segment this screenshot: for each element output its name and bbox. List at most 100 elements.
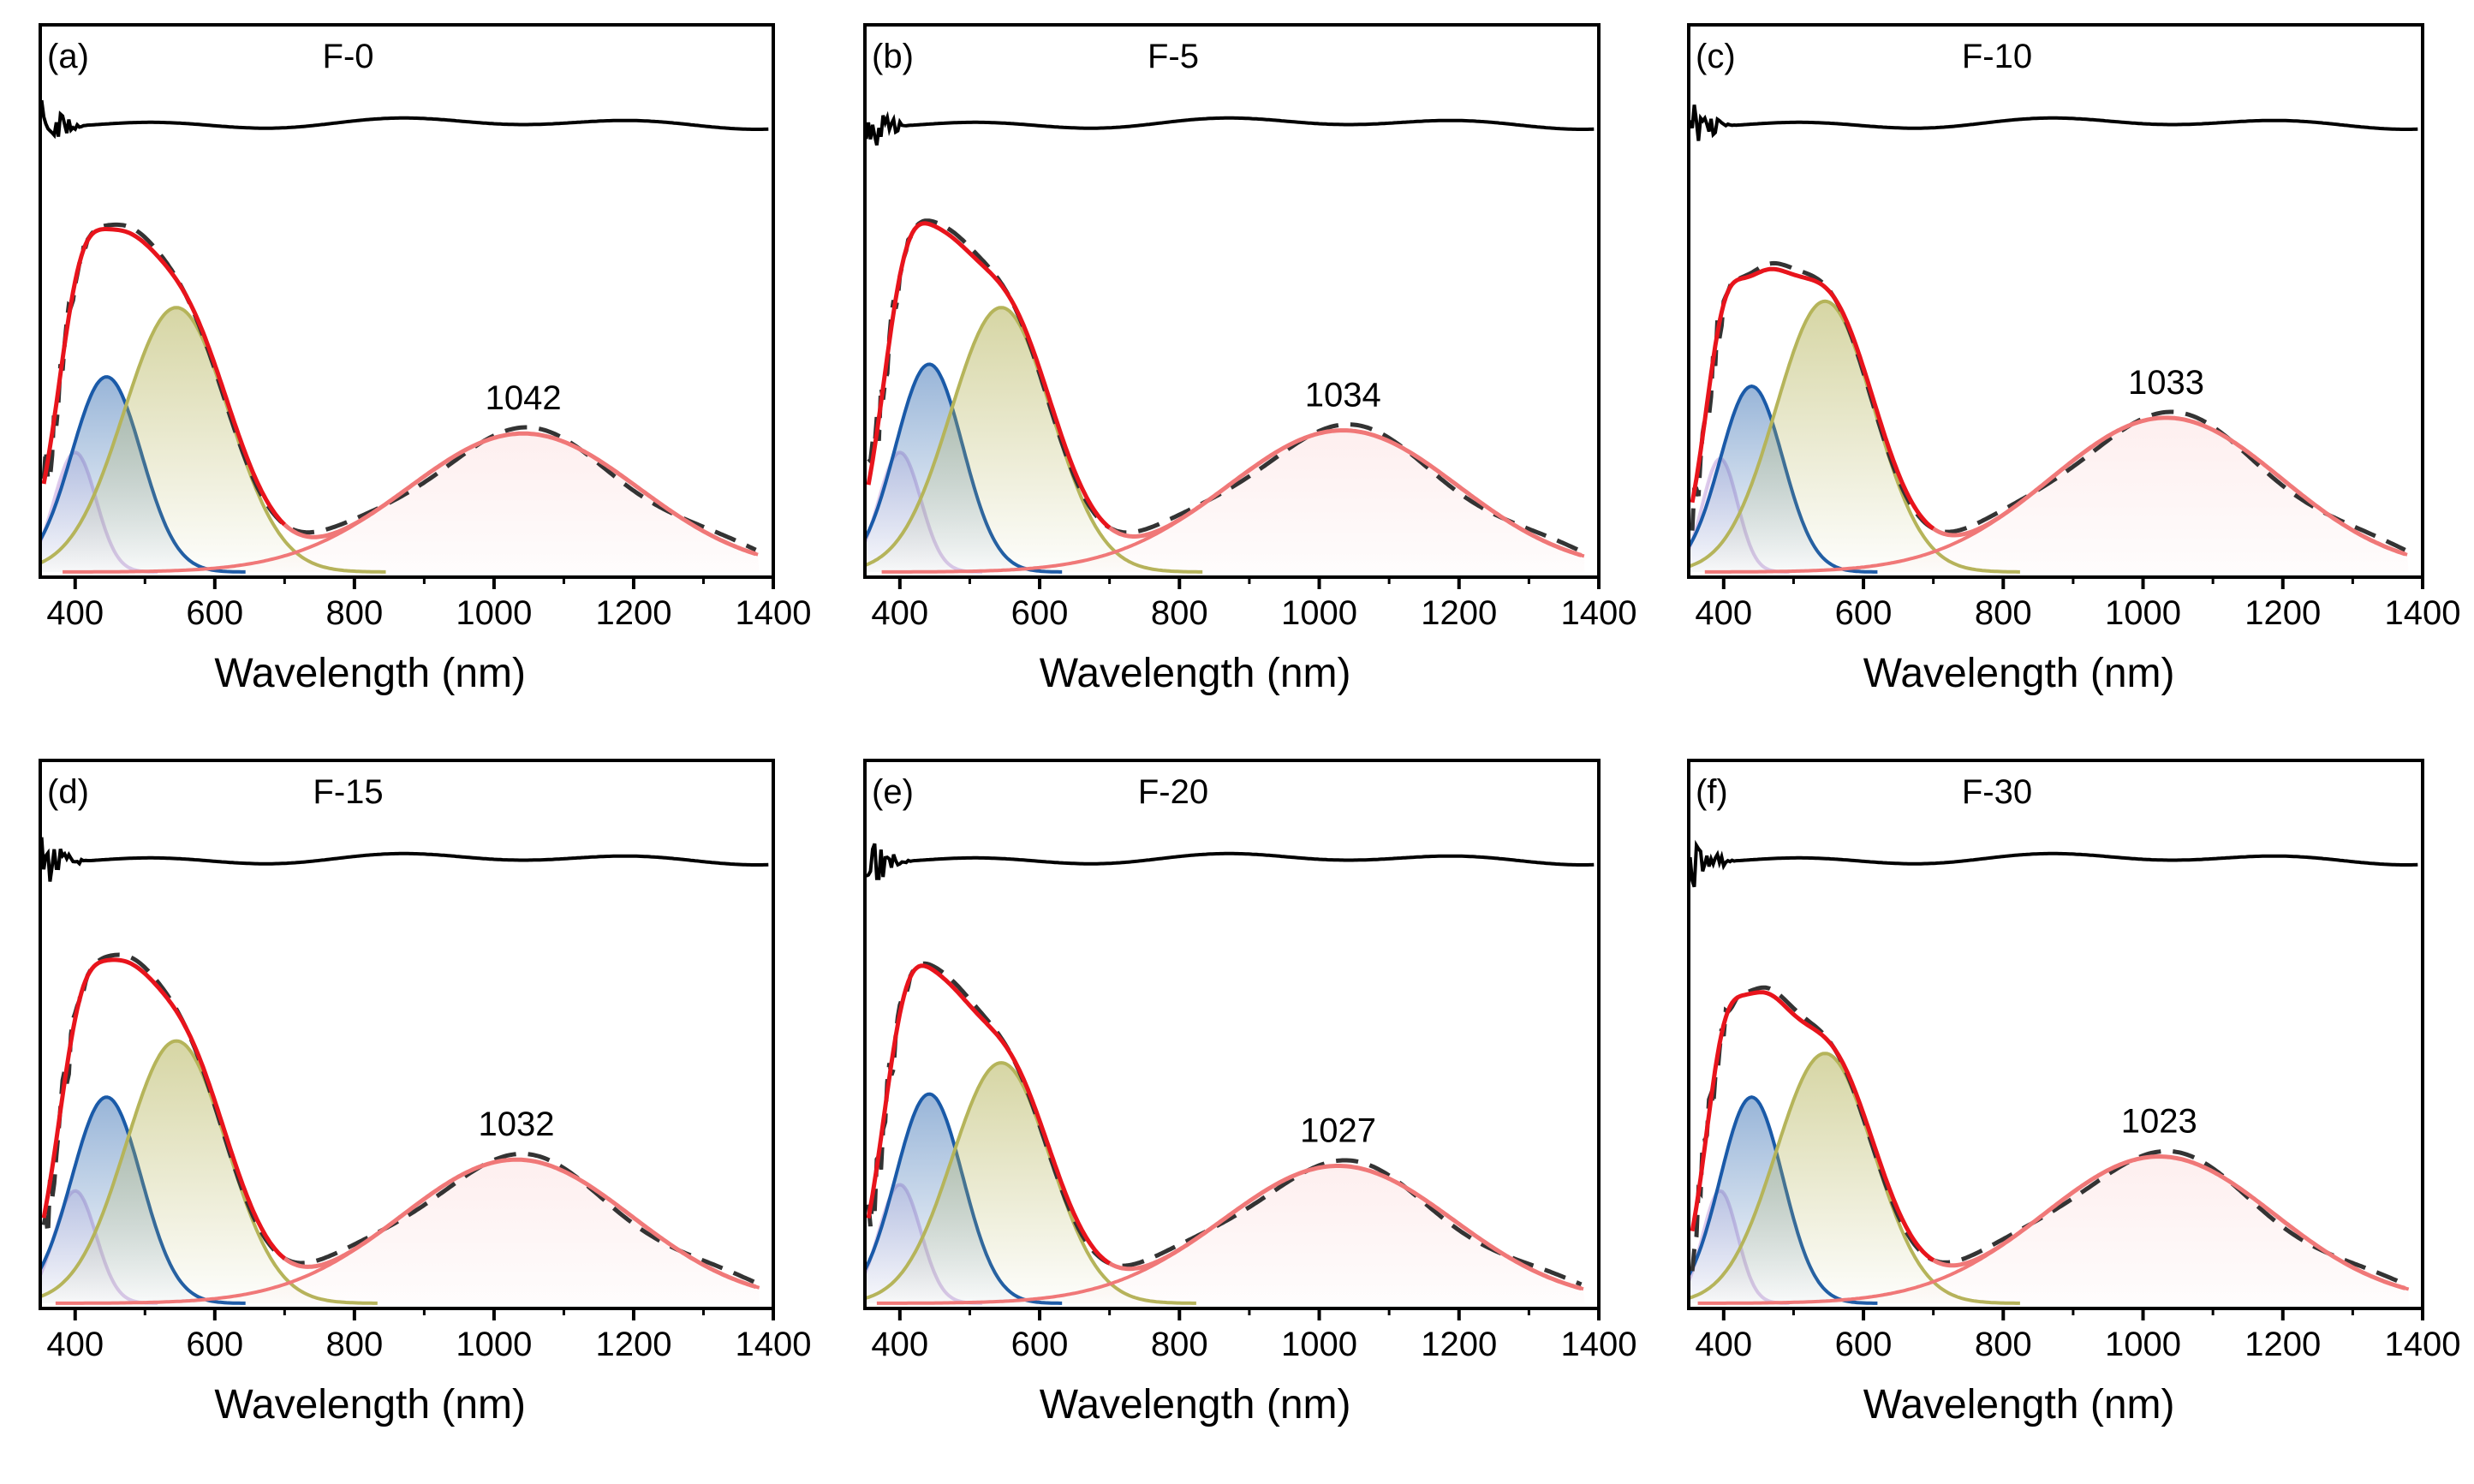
x-axis-title: Wavelength (nm) — [1863, 1382, 2175, 1427]
pink-peak-area — [876, 1165, 1585, 1303]
olive-peak-area — [1689, 1053, 2021, 1303]
fit-envelope-line — [866, 963, 1112, 1266]
fit-residual-line — [39, 837, 769, 882]
x-tick-label: 1000 — [2105, 594, 2181, 632]
panel-title: F-30 — [1962, 773, 2032, 811]
plot-frame — [39, 759, 775, 1310]
x-tick-label: 600 — [1011, 594, 1069, 632]
x-tick-label: 1400 — [1561, 1326, 1637, 1363]
panel-title: F-10 — [1962, 38, 2032, 75]
measured-data-dashed — [866, 961, 1583, 1287]
fit-envelope-line-long — [283, 1157, 757, 1290]
panel-title: F-20 — [1138, 773, 1208, 811]
x-axis-title: Wavelength (nm) — [214, 651, 526, 696]
fit-envelope-line — [1690, 266, 1935, 531]
fit-residual-line — [865, 843, 1595, 880]
plot-frame — [1687, 759, 2424, 1310]
x-tick-label: 1400 — [1561, 594, 1637, 632]
panel-title: F-0 — [323, 38, 374, 75]
pink-peak-area — [1704, 417, 2409, 572]
peak-center-label: 1042 — [486, 379, 562, 417]
panel-f-15: 400 600 800 1000 1200 1400 Wavelength (nm) (d) F… — [39, 759, 812, 1427]
plot-frame — [863, 759, 1601, 1310]
x-tick-label: 400 — [46, 594, 104, 632]
peak-center-label: 1027 — [1300, 1112, 1376, 1149]
x-tick-label: 1000 — [1281, 594, 1357, 632]
panel-f-10: 400 600 800 1000 1200 1400 Wavelength (nm) (c) F… — [1687, 23, 2461, 696]
measured-data-dashed — [1690, 260, 2406, 552]
fit-envelope-line-long — [1932, 1153, 2406, 1290]
x-tick-label: 1400 — [2385, 594, 2461, 632]
fit-envelope-line-long — [1108, 428, 1583, 557]
peak-center-label: 1023 — [2121, 1103, 2197, 1141]
panel-f-5: 400 600 800 1000 1200 1400 Wavelength (nm) (b) F… — [863, 23, 1637, 696]
x-tick-label: 800 — [325, 1326, 383, 1363]
x-tick-label: 1000 — [2105, 1326, 2181, 1363]
measured-data-dashed — [867, 218, 1583, 553]
panel-f-30: 400 600 800 1000 1200 1400 Wavelength (nm) (f) F… — [1687, 759, 2461, 1427]
x-tick-label: 1400 — [736, 1326, 812, 1363]
measured-data-dashed — [41, 222, 757, 552]
x-tick-label: 1200 — [595, 1326, 671, 1363]
olive-peak-area — [865, 1063, 1197, 1303]
fit-residual-line — [1688, 104, 2418, 141]
measured-data-dashed — [1690, 985, 2406, 1286]
olive-peak-area — [865, 307, 1203, 572]
panel-letter: (a) — [47, 38, 89, 75]
x-axis-title: Wavelength (nm) — [1863, 651, 2175, 696]
x-tick-label: 800 — [1975, 594, 2032, 632]
x-tick-label: 1000 — [456, 594, 532, 632]
fit-envelope-line — [1690, 990, 1935, 1262]
fit-residual-line — [1688, 839, 2418, 888]
panel-letter: (b) — [872, 38, 914, 75]
plot-frame — [1687, 23, 2424, 579]
x-tick-label: 1400 — [2385, 1326, 2461, 1363]
x-tick-label: 400 — [46, 1326, 104, 1363]
x-tick-label: 600 — [1835, 594, 1893, 632]
x-tick-label: 600 — [186, 594, 243, 632]
x-axis-title: Wavelength (nm) — [214, 1382, 526, 1427]
panel-letter: (c) — [1696, 38, 1736, 75]
x-tick-label: 800 — [1975, 1326, 2032, 1363]
pink-peak-area — [881, 430, 1585, 572]
x-tick-label: 1200 — [1421, 1326, 1497, 1363]
pink-peak-area — [1697, 1156, 2409, 1303]
peak-center-label: 1034 — [1305, 377, 1381, 414]
x-tick-label: 1200 — [2244, 594, 2321, 632]
fit-envelope-line — [41, 227, 287, 527]
fit-residual-line — [39, 99, 769, 140]
x-tick-label: 600 — [186, 1326, 243, 1363]
x-tick-label: 800 — [1151, 1326, 1208, 1363]
x-tick-label: 1400 — [736, 594, 812, 632]
panel-letter: (d) — [47, 773, 89, 811]
x-tick-label: 400 — [1695, 594, 1752, 632]
x-tick-label: 800 — [325, 594, 383, 632]
fit-envelope-line — [866, 221, 1112, 530]
fit-envelope-line-long — [1108, 1164, 1583, 1291]
panel-letter: (e) — [872, 773, 914, 811]
panel-title: F-15 — [313, 773, 383, 811]
fit-envelope-line — [41, 957, 286, 1261]
x-tick-label: 800 — [1151, 594, 1208, 632]
x-axis-title: Wavelength (nm) — [1040, 651, 1351, 696]
x-tick-label: 400 — [871, 594, 928, 632]
olive-peak-area — [40, 307, 386, 572]
x-tick-label: 1200 — [2244, 1326, 2321, 1363]
x-tick-label: 600 — [1011, 1326, 1069, 1363]
plot-frame — [863, 23, 1601, 579]
pink-peak-area — [63, 433, 760, 572]
measured-data-dashed — [41, 952, 757, 1285]
x-tick-label: 600 — [1835, 1326, 1893, 1363]
panel-f-0: 400 600 800 1000 1200 1400 Wavelength (nm) (a) F… — [39, 23, 812, 696]
x-tick-label: 400 — [1695, 1326, 1752, 1363]
peak-center-label: 1032 — [479, 1106, 555, 1143]
panel-letter: (f) — [1696, 773, 1728, 811]
x-tick-label: 1000 — [1281, 1326, 1357, 1363]
panel-title: F-5 — [1148, 38, 1199, 75]
fit-envelope-line-long — [1932, 415, 2406, 557]
x-tick-label: 1200 — [1421, 594, 1497, 632]
pink-peak-area — [55, 1159, 760, 1303]
fit-residual-line — [864, 110, 1595, 146]
x-tick-label: 1200 — [595, 594, 671, 632]
